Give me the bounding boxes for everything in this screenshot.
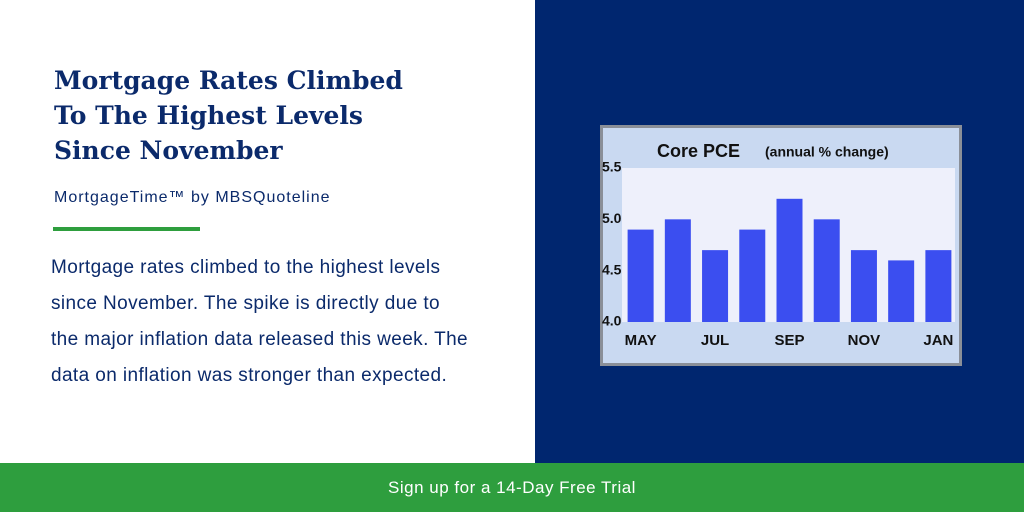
chart-subtitle: (annual % change) (765, 144, 889, 160)
y-tick-label: 5.5 (602, 159, 622, 175)
bar (739, 229, 766, 322)
headline: To The Highest Levels (54, 101, 363, 130)
x-tick-label: NOV (848, 332, 881, 349)
body-text: Mortgage rates climbed to the highest le… (51, 257, 469, 386)
bar (776, 198, 803, 322)
x-tick-label: MAY (625, 332, 657, 349)
bar (702, 250, 729, 322)
x-tick-label: JAN (923, 332, 953, 349)
headline: Since November (54, 136, 283, 165)
bar (664, 219, 691, 322)
cta-button[interactable]: Sign up for a 14-Day Free Trial (0, 463, 1024, 512)
bar (925, 250, 952, 322)
divider (53, 227, 200, 231)
y-tick-label: 4.0 (602, 313, 622, 329)
chart: Core PCE (annual % change) 4.0 4.5 5.0 5.5 M… (600, 125, 962, 366)
bar (850, 250, 877, 322)
y-tick-label: 5.0 (602, 210, 622, 226)
headline: Mortgage Rates Climbed (54, 66, 403, 95)
bar (888, 260, 915, 322)
bar (813, 219, 840, 322)
bar (627, 229, 654, 322)
y-tick-label: 4.5 (602, 261, 622, 277)
x-tick-label: SEP (774, 332, 804, 349)
chart-title: Core PCE (657, 141, 740, 161)
left-panel: Mortgage Rates Climbed To The Highest Le… (0, 0, 535, 463)
byline: MortgageTime™ by MBSQuoteline (54, 189, 331, 206)
x-tick-label: JUL (701, 332, 729, 349)
